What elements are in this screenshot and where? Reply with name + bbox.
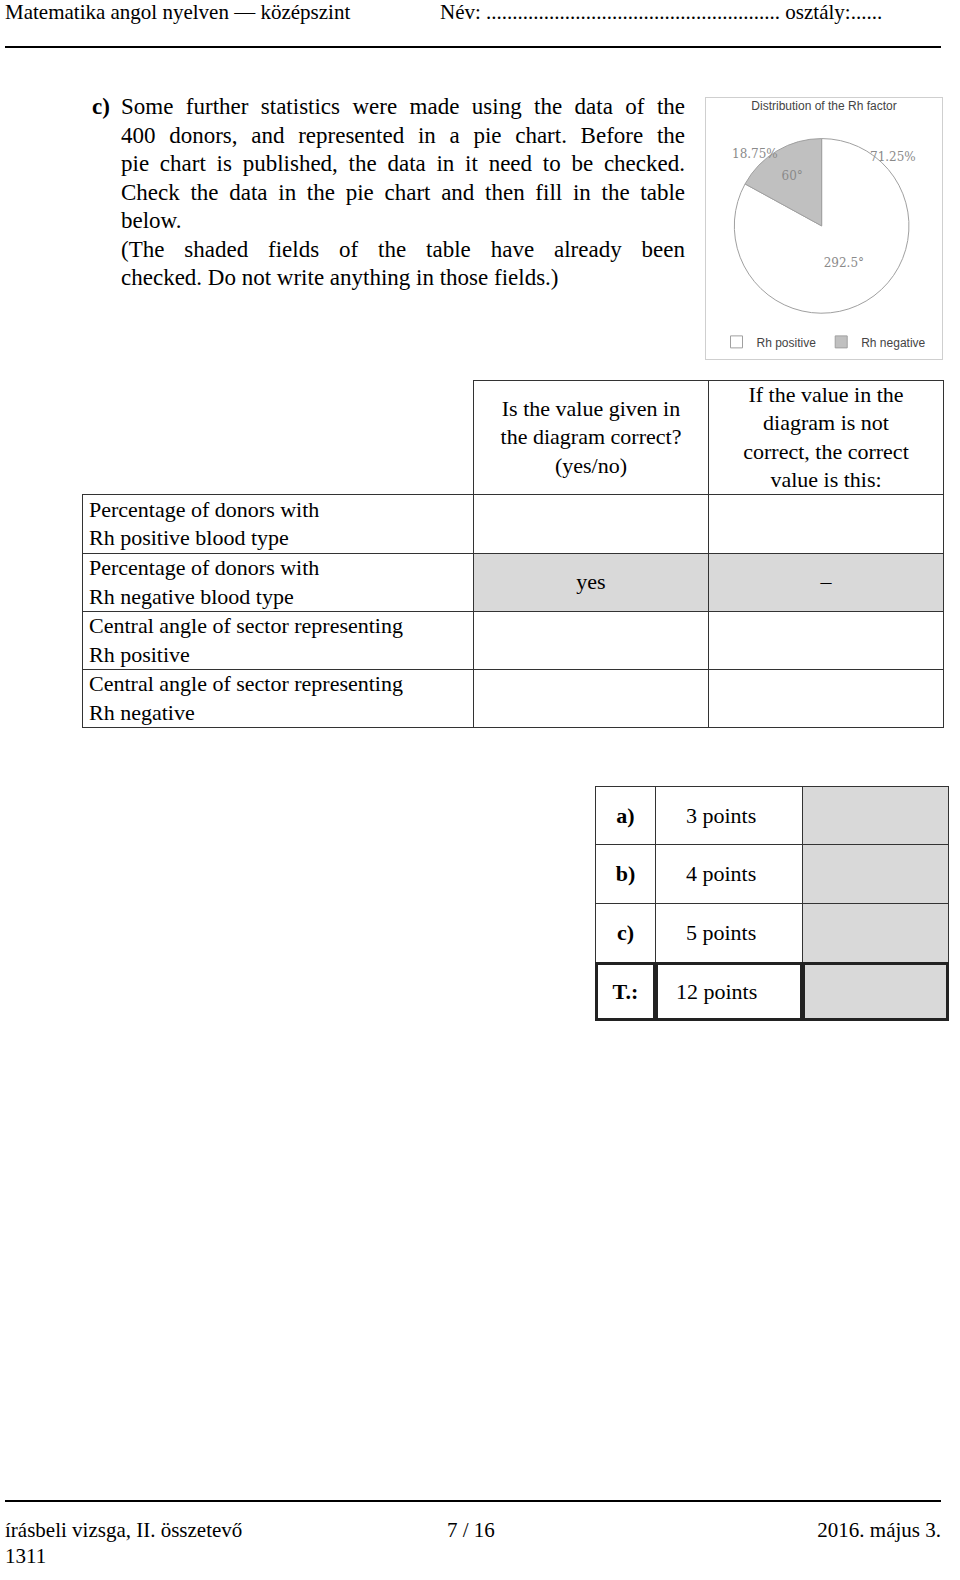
html-text:12 points: 12 points	[676, 978, 758, 1004]
html-text:c): c)	[617, 920, 634, 945]
html-text:Some further statistics were m: Some further statistics were made using …	[121, 94, 685, 119]
svg-text:18.75%: 18.75%	[732, 147, 778, 161]
html-text:400 donors, and represented in: 400 donors, and represented in a pie cha…	[121, 122, 685, 148]
svg-text:60°: 60°	[782, 169, 803, 183]
html-text:4 points: 4 points	[686, 861, 757, 886]
html-text:Név: .........................: Név: ...................................…	[440, 0, 883, 24]
html-text:c): c)	[92, 94, 110, 119]
html-text:b): b)	[615, 861, 636, 886]
svg-text:292.5°: 292.5°	[824, 256, 864, 270]
html-text:5 points: 5 points	[686, 920, 757, 945]
html-text:Is the value given in the diag: Is the value given in the diagram correc…	[500, 395, 682, 478]
html-text:1311: 1311	[5, 1544, 47, 1568]
html-text:Check the data in the pie char: Check the data in the pie chart and then…	[121, 179, 685, 205]
svg-text:71.25%: 71.25%	[870, 150, 916, 164]
svg-text:Distribution of the Rh factor: Distribution of the Rh factor	[751, 99, 896, 113]
html-text:írásbeli vizsga, II. összetevő: írásbeli vizsga, II. összetevő	[5, 1518, 243, 1542]
html-text:a): a)	[616, 802, 635, 828]
html-text:7 / 16: 7 / 16	[447, 1518, 495, 1542]
html-text:Percentage of donors with Rh n: Percentage of donors with Rh negative bl…	[89, 555, 320, 609]
html-text:checked. Do not write anything: checked. Do not write anything in those …	[121, 265, 559, 290]
html-text:2016. május 3.: 2016. május 3.	[817, 1518, 941, 1542]
html-text:If the value in the diagram is: If the value in the diagram is not corre…	[743, 381, 909, 492]
svg-text:Rh negative: Rh negative	[861, 336, 925, 350]
html-text:Matematika angol nyelven — köz: Matematika angol nyelven — középszint	[5, 0, 351, 24]
html-text:Central angle of sector repres: Central angle of sector representing Rh …	[89, 671, 403, 725]
html-text:below.: below.	[121, 208, 182, 233]
html-text:yes: yes	[576, 569, 606, 595]
html-text:T.:: T.:	[612, 978, 639, 1004]
html-text:(The shaded fields of the tabl: (The shaded fields of the table have alr…	[121, 236, 685, 262]
html-text:Central angle of sector repres: Central angle of sector representing Rh …	[89, 613, 403, 667]
html-text:3 points: 3 points	[686, 802, 757, 828]
html-text:Percentage of donors with Rh p: Percentage of donors with Rh positive bl…	[89, 496, 320, 550]
html-text:pie chart is published, the da: pie chart is published, the data in it n…	[121, 151, 685, 176]
svg-text:Rh positive: Rh positive	[757, 336, 817, 350]
